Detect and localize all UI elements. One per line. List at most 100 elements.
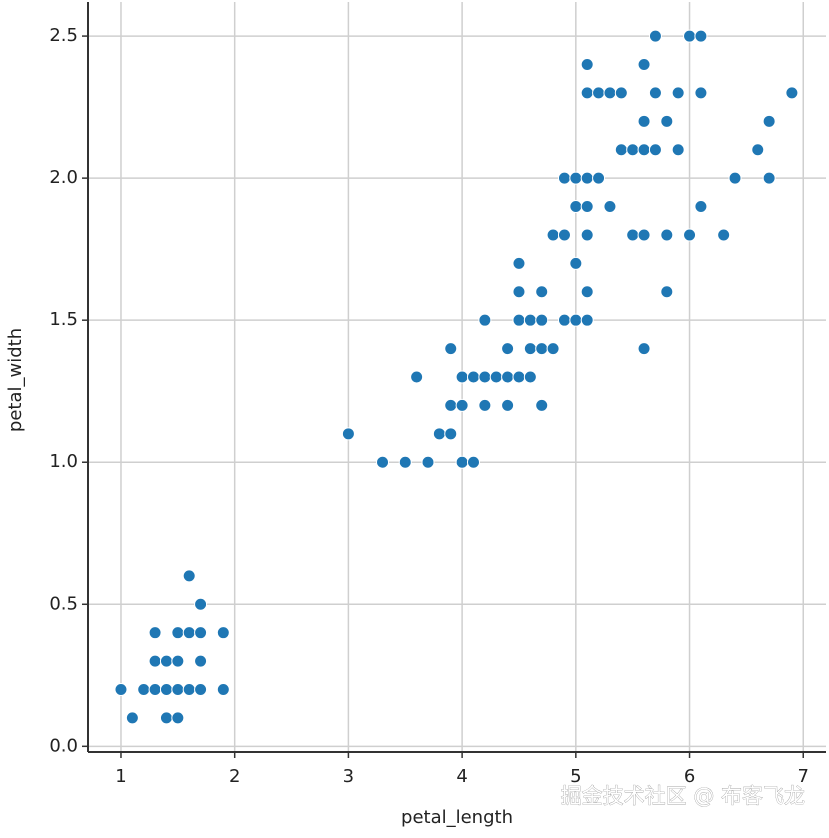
point (455, 455, 469, 469)
x-tick-label: 2 (229, 766, 240, 787)
point (194, 597, 208, 611)
point (159, 711, 173, 725)
point (148, 626, 162, 640)
y-tick-label: 1.0 (49, 451, 78, 472)
point (592, 171, 606, 185)
x-tick-label: 7 (798, 766, 809, 787)
point (171, 683, 185, 696)
point (580, 285, 594, 299)
point (159, 683, 173, 696)
point (637, 228, 651, 242)
point (580, 313, 594, 327)
point (569, 256, 583, 270)
point (557, 171, 571, 185)
point (637, 342, 651, 356)
point (466, 455, 480, 469)
y-tick-label: 0.5 (49, 593, 78, 614)
x-tick-label: 6 (684, 766, 695, 787)
point (603, 86, 617, 100)
point (410, 370, 424, 384)
point (125, 711, 139, 725)
point (546, 228, 560, 242)
point (444, 342, 458, 356)
point (512, 370, 526, 384)
point (660, 228, 674, 242)
point (648, 86, 662, 100)
point (171, 711, 185, 725)
point (660, 285, 674, 299)
point (512, 285, 526, 299)
point (182, 683, 196, 696)
point (159, 654, 173, 668)
point (523, 370, 537, 384)
point (512, 313, 526, 327)
point (557, 228, 571, 242)
point (626, 228, 640, 242)
point (751, 143, 765, 157)
point (614, 86, 628, 100)
point (603, 200, 617, 214)
point (466, 370, 480, 384)
point (637, 114, 651, 128)
point (694, 29, 708, 43)
point (523, 342, 537, 356)
point (671, 86, 685, 100)
x-tick-label: 5 (570, 766, 581, 787)
x-tick-label: 3 (343, 766, 354, 787)
point (785, 86, 799, 100)
point (376, 455, 390, 469)
point (216, 626, 230, 640)
point (501, 370, 515, 384)
point (148, 683, 162, 696)
point (182, 626, 196, 640)
point (569, 200, 583, 214)
point (523, 313, 537, 327)
point (478, 398, 492, 412)
y-axis-label: petal_width (5, 328, 26, 432)
point (580, 200, 594, 214)
point (694, 86, 708, 100)
point (455, 398, 469, 412)
point (626, 143, 640, 157)
point (569, 171, 583, 185)
point (535, 313, 549, 327)
point (546, 342, 560, 356)
point (194, 654, 208, 668)
point (501, 398, 515, 412)
y-tick-label: 2.0 (49, 167, 78, 188)
point (444, 427, 458, 441)
point (717, 228, 731, 242)
watermark: 掘金技术社区 @ 布客飞龙 (561, 784, 805, 808)
point (535, 398, 549, 412)
point (194, 683, 208, 696)
point (728, 171, 742, 185)
point (137, 683, 151, 696)
point (535, 342, 549, 356)
point (580, 86, 594, 100)
point (512, 256, 526, 270)
point (648, 29, 662, 43)
point (341, 427, 355, 441)
point (501, 342, 515, 356)
point (194, 626, 208, 640)
point (216, 683, 230, 696)
point (557, 313, 571, 327)
point (489, 370, 503, 384)
point (182, 569, 196, 583)
point (171, 654, 185, 668)
point (614, 143, 628, 157)
x-tick-label: 1 (115, 766, 126, 787)
point (148, 654, 162, 668)
point (171, 626, 185, 640)
y-tick-label: 0.0 (49, 735, 78, 756)
point (683, 29, 697, 43)
point (535, 285, 549, 299)
point (762, 171, 776, 185)
x-tick-label: 4 (456, 766, 467, 787)
point (671, 143, 685, 157)
y-tick-label: 1.5 (49, 309, 78, 330)
point (660, 114, 674, 128)
point (478, 370, 492, 384)
point (580, 171, 594, 185)
